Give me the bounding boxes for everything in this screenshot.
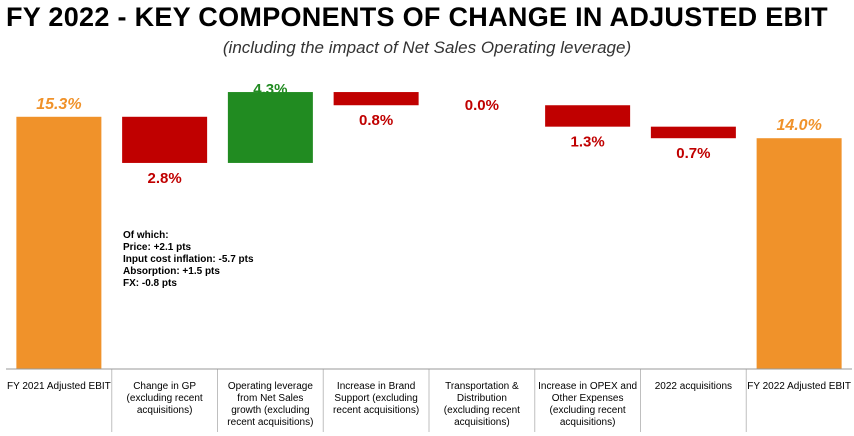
note-line-heading: Of which: [123,230,169,241]
category-label-4-2: (excluding recent [444,405,520,416]
gp-breakdown-note: Of which: Price: +2.1 pts Input cost inf… [123,230,254,290]
note-line-input-cost: Input cost inflation: -5.7 pts [123,254,254,265]
category-label-7-0: FY 2022 Adjusted EBIT [747,381,851,392]
category-label-3-2: recent acquisitions) [333,405,419,416]
category-label-2-0: Operating leverage [228,381,313,392]
data-label-4: 0.0% [465,97,499,114]
chart-subtitle: (including the impact of Net Sales Opera… [222,38,632,57]
data-label-0: 15.3% [36,96,81,113]
category-label-0-0: FY 2021 Adjusted EBIT [7,381,111,392]
category-label-2-1: from Net Sales [237,393,303,404]
category-label-2-2: growth (excluding [231,405,309,416]
category-label-3-0: Increase in Brand [337,381,415,392]
category-label-5-1: Other Expenses [552,393,624,404]
category-label-1-0: Change in GP [133,381,196,392]
data-label-1: 2.8% [148,170,182,187]
note-line-price: Price: +2.1 pts [123,242,192,253]
chart-title: FY 2022 - KEY COMPONENTS OF CHANGE IN AD… [6,2,828,32]
data-label-7: 14.0% [776,117,821,134]
data-label-5: 1.3% [571,134,605,151]
category-label-6-0: 2022 acquisitions [655,381,732,392]
data-label-6: 0.7% [676,145,710,162]
category-label-1-2: acquisitions) [137,405,193,416]
note-line-fx: FX: -0.8 pts [123,278,177,289]
data-label-3: 0.8% [359,112,393,129]
category-label-4-3: acquisitions) [454,417,510,428]
bar-0 [16,116,102,369]
category-label-1-1: (excluding recent [127,393,203,404]
bar-6 [650,126,736,139]
bar-3 [333,92,419,106]
category-label-4-0: Transportation & [445,381,519,392]
category-label-5-2: (excluding recent [550,405,626,416]
category-label-5-0: Increase in OPEX and [538,381,637,392]
bar-5 [545,105,631,127]
note-line-absorption: Absorption: +1.5 pts [123,266,220,277]
category-label-2-3: recent acquisitions) [227,417,313,428]
category-label-4-1: Distribution [457,393,507,404]
bar-7 [756,138,842,369]
data-label-2: 4.3% [253,81,287,98]
category-label-5-3: acquisitions) [560,417,616,428]
bar-2 [227,92,313,163]
bar-1 [122,116,208,163]
category-label-3-1: Support (excluding [334,393,417,404]
